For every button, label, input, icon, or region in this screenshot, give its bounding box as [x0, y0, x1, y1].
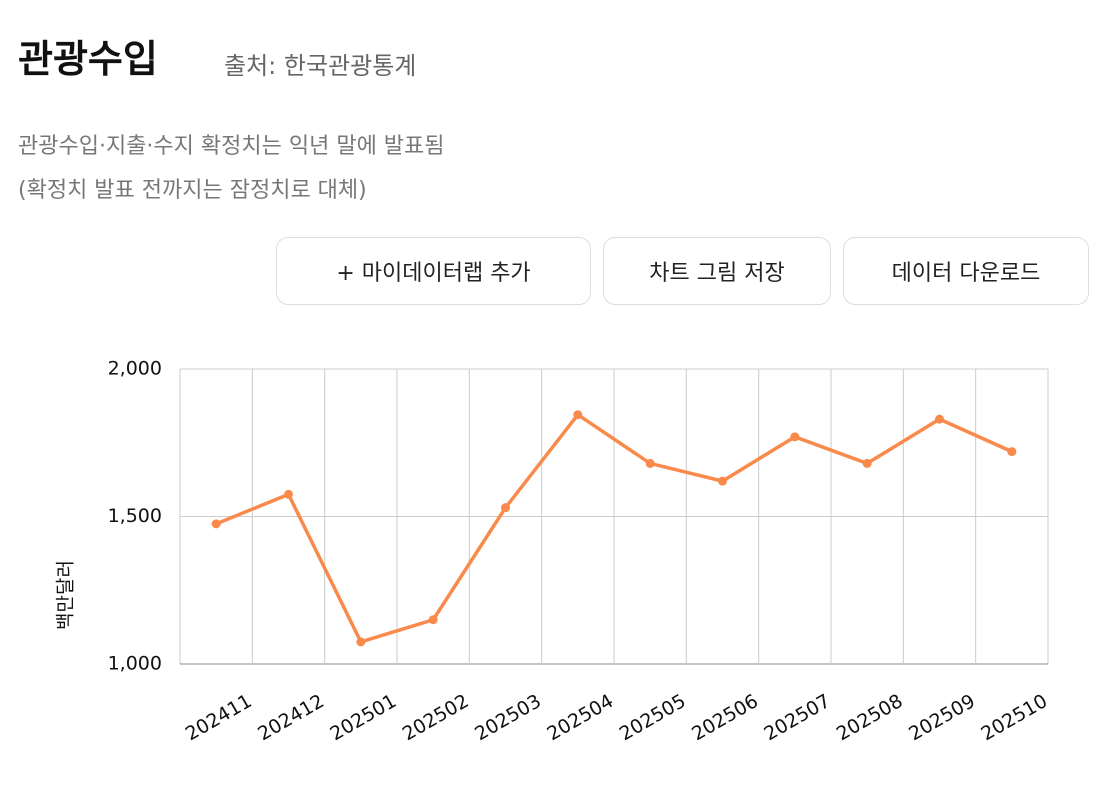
y-tick-label: 1,000	[108, 653, 162, 675]
x-tick-label: 202510	[977, 690, 1051, 745]
button[interactable]: 차트 그림 저장	[603, 237, 831, 305]
button[interactable]: + 마이데이터랩 추가	[276, 237, 591, 305]
point	[211, 519, 221, 529]
x-tick-label: 202505	[616, 690, 690, 745]
x-tick-label: 202507	[760, 690, 834, 745]
y-tick-label: 2,000	[108, 358, 162, 380]
x-tick-label: 202412	[254, 690, 328, 745]
x-tick-label: 202411	[182, 690, 256, 745]
x-tick-label: 202503	[471, 690, 545, 745]
line	[215, 412, 1013, 644]
x-tick-label: 202509	[905, 690, 979, 745]
note: 관광수입·지출·수지 확정치는 익년 말에 발표됨	[18, 134, 445, 159]
x-tick-label: 202506	[688, 690, 762, 745]
point	[790, 432, 800, 442]
y-axis-label: 백만달러	[55, 560, 77, 630]
title: 관광수입	[18, 37, 158, 81]
point	[284, 489, 293, 499]
point	[573, 410, 583, 420]
point	[718, 476, 727, 486]
y-tick-label: 1,500	[108, 505, 162, 527]
x-tick-label: 202504	[543, 690, 617, 745]
point	[862, 458, 872, 468]
point	[501, 503, 510, 513]
point	[356, 637, 366, 647]
x-tick-label: 202508	[833, 690, 907, 745]
x-tick-label: 202502	[399, 690, 473, 745]
point	[428, 615, 438, 625]
source: 출처: 한국관광통계	[224, 52, 417, 80]
x-tick-label: 202501	[326, 690, 400, 745]
point	[935, 414, 944, 424]
point	[1007, 447, 1017, 457]
point	[645, 458, 655, 468]
note: (확정치 발표 전까지는 잠정치로 대체)	[18, 178, 367, 203]
button[interactable]: 데이터 다운로드	[843, 237, 1089, 305]
